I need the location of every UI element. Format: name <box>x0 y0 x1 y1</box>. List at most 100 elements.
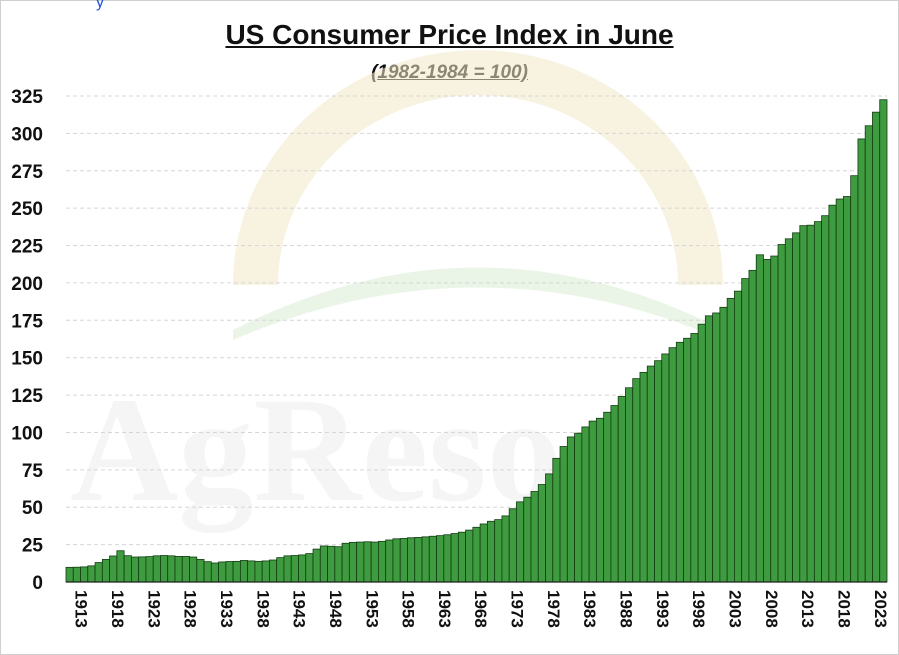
bar <box>283 555 292 583</box>
bar <box>668 347 677 583</box>
bar <box>363 541 372 583</box>
bar <box>87 565 96 583</box>
bar <box>784 238 793 583</box>
bar <box>385 539 394 583</box>
y-tick-label: 175 <box>11 311 43 332</box>
bar <box>421 536 430 583</box>
bar <box>261 560 270 583</box>
bar <box>719 306 728 583</box>
bar <box>632 378 641 583</box>
bar <box>661 353 670 583</box>
bar <box>813 221 823 583</box>
bar <box>843 196 852 583</box>
bar <box>225 561 234 583</box>
x-tick-label: 1963 <box>435 590 454 628</box>
bar <box>167 555 176 583</box>
x-tick-label: 1978 <box>544 590 563 628</box>
bar <box>654 360 663 583</box>
watermark-text: AgReso <box>70 367 562 533</box>
bar <box>697 323 706 583</box>
bar <box>319 545 328 583</box>
bar <box>494 519 503 583</box>
y-tick-label: 275 <box>11 162 43 183</box>
x-tick-label: 1938 <box>253 590 272 628</box>
bar <box>864 125 873 583</box>
bar <box>181 556 190 583</box>
bar <box>508 508 517 583</box>
bar <box>80 566 89 583</box>
bar <box>218 561 227 583</box>
bar <box>290 555 299 583</box>
x-axis: 1913 1918 1923 1928 1933 1938 1943 1948 1953 1958… <box>66 581 890 628</box>
bar <box>712 312 721 583</box>
bar <box>210 562 219 583</box>
bar <box>821 215 830 583</box>
bar <box>189 556 198 583</box>
bar <box>109 555 118 583</box>
x-tick-label: 1918 <box>108 590 127 628</box>
bar <box>305 553 314 583</box>
bar <box>174 556 183 583</box>
bar <box>276 557 285 583</box>
bar <box>160 555 169 583</box>
bar <box>443 534 452 583</box>
bar <box>436 535 445 583</box>
x-tick-label: 2008 <box>762 590 781 628</box>
cropped-header-fragment: y <box>96 0 104 11</box>
bar <box>603 411 612 583</box>
bar <box>378 540 387 583</box>
x-tick-label: 1993 <box>653 590 672 628</box>
bar <box>646 365 655 583</box>
y-tick-label: 50 <box>22 498 43 519</box>
bar <box>581 426 590 583</box>
y-tick-label: 250 <box>11 199 43 220</box>
bar <box>348 541 358 583</box>
bar <box>465 529 474 583</box>
bar <box>203 561 212 583</box>
bar <box>806 224 815 583</box>
bar <box>130 556 140 583</box>
bar <box>574 432 583 583</box>
x-tick-label: 1943 <box>290 590 309 628</box>
x-tick-label: 2013 <box>798 590 817 628</box>
y-axis: 0 25 50 75 100 125 150 175 200 225 250 275 300 325 <box>11 87 43 594</box>
bar <box>595 417 605 583</box>
bar <box>704 315 714 583</box>
bar <box>777 244 786 583</box>
bar <box>407 537 416 583</box>
bar <box>457 531 467 583</box>
bar <box>145 556 154 583</box>
x-tick-label: 1958 <box>399 590 418 628</box>
bar <box>428 535 437 583</box>
y-tick-label: 225 <box>11 237 43 258</box>
bar <box>763 259 772 583</box>
bar <box>872 111 881 583</box>
bar <box>857 138 866 583</box>
bar <box>755 254 764 583</box>
chart-title: US Consumer Price Index in June <box>225 19 674 50</box>
bar <box>116 550 125 583</box>
bar <box>639 371 648 583</box>
bar <box>399 538 408 583</box>
gridlines <box>66 95 887 546</box>
bar <box>799 225 808 583</box>
y-tick-label: 150 <box>11 349 43 370</box>
bar <box>138 556 147 583</box>
bar <box>683 337 692 583</box>
y-tick-label: 300 <box>11 124 43 145</box>
bar <box>341 542 350 583</box>
bar <box>530 491 539 583</box>
x-tick-label: 1928 <box>181 590 200 628</box>
bar <box>486 520 496 583</box>
bar <box>770 255 779 583</box>
bar <box>232 560 241 583</box>
bar <box>239 560 249 583</box>
y-tick-label: 0 <box>32 573 43 594</box>
bar <box>450 533 459 583</box>
bar <box>123 555 132 583</box>
x-tick-label: 2023 <box>871 590 890 628</box>
y-tick-label: 25 <box>22 536 44 557</box>
bar <box>523 496 532 583</box>
bar <box>370 541 379 583</box>
